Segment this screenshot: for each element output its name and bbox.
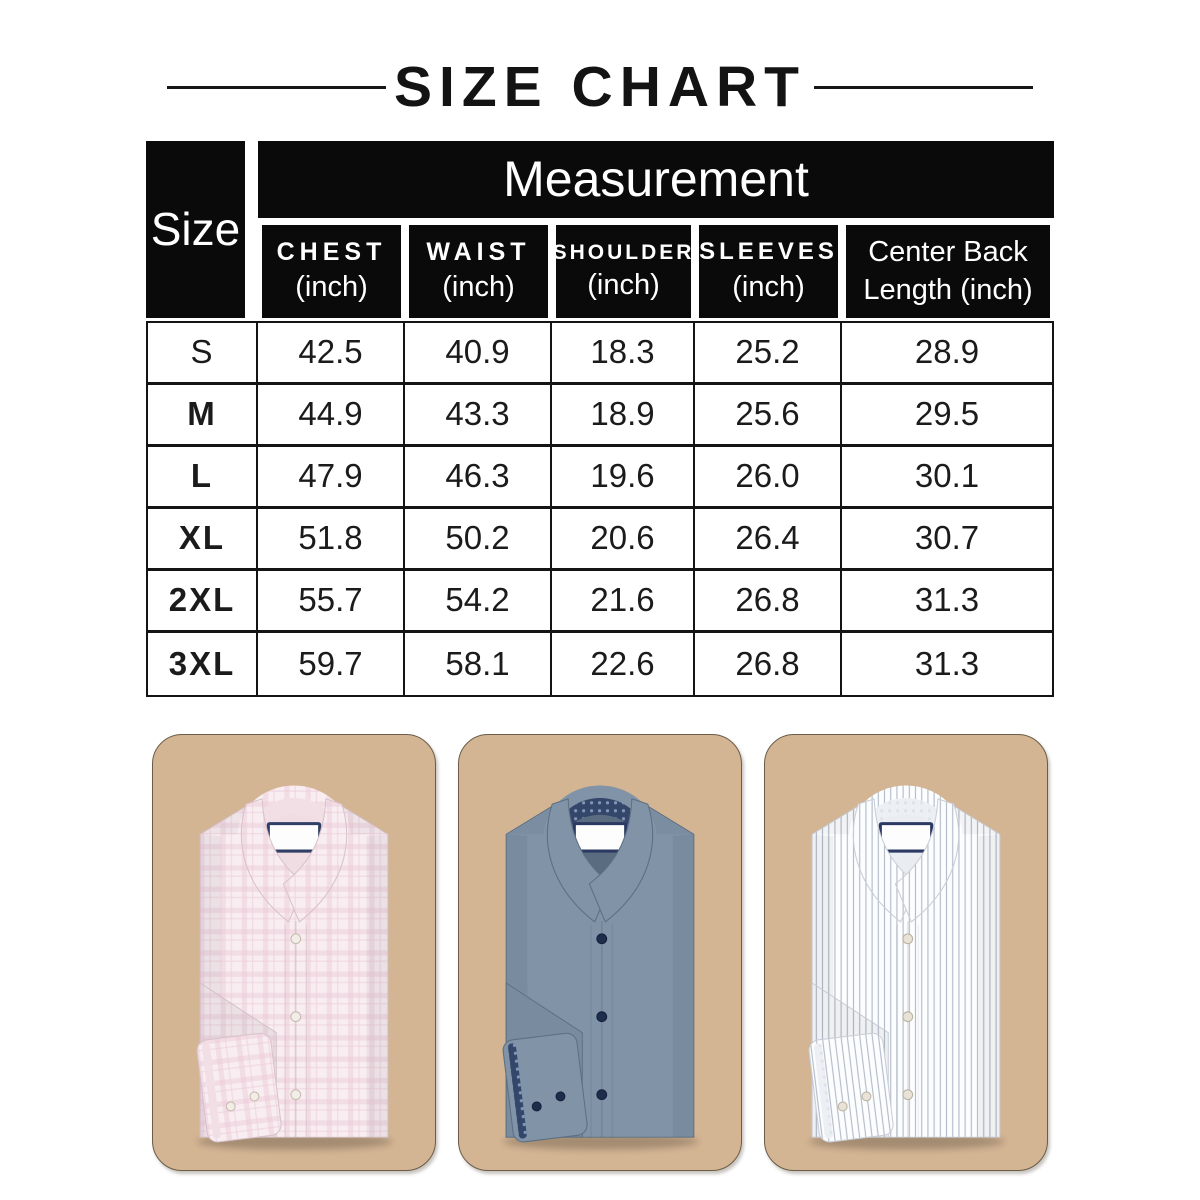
table-header: Size Measurement CHEST (inch) WAIST (inch) S… bbox=[146, 140, 1054, 318]
cell-m-chest: 44.9 bbox=[258, 384, 405, 447]
product-card-white-stripe-shirt bbox=[764, 733, 1048, 1171]
column-label: SHOULDER bbox=[552, 240, 695, 264]
column-sublabel: (inch) bbox=[587, 269, 660, 302]
table-body: S 42.5 40.9 18.3 25.2 28.9 M 44.9 43.3 18.9 25.6 29… bbox=[146, 320, 1054, 697]
column-header-center-back: Center Back Length (inch) bbox=[846, 224, 1050, 318]
cell-3xl-chest: 59.7 bbox=[258, 632, 405, 695]
row-size-s: S bbox=[148, 322, 258, 385]
cell-2xl-shoulder: 21.6 bbox=[552, 570, 695, 633]
product-card-blue-shirt bbox=[458, 733, 742, 1171]
cell-xl-waist: 50.2 bbox=[405, 508, 552, 571]
cell-xl-shoulder: 20.6 bbox=[552, 508, 695, 571]
column-sublabel: (inch) bbox=[732, 270, 805, 303]
cell-m-waist: 43.3 bbox=[405, 384, 552, 447]
column-sublabel: Length (inch) bbox=[863, 273, 1033, 306]
cell-s-center-back: 28.9 bbox=[842, 323, 1052, 385]
column-header-shoulder: SHOULDER (inch) bbox=[553, 224, 691, 318]
cell-s-shoulder: 18.3 bbox=[552, 322, 695, 385]
column-header-chest: CHEST (inch) bbox=[262, 224, 401, 318]
shirt-photo bbox=[476, 751, 724, 1158]
column-sublabel: (inch) bbox=[295, 271, 368, 304]
shirt-photo bbox=[782, 751, 1030, 1158]
cell-2xl-waist: 54.2 bbox=[405, 570, 552, 633]
cell-xl-sleeves: 26.4 bbox=[695, 508, 842, 571]
row-size-2xl: 2XL bbox=[148, 570, 258, 633]
cell-xl-center-back: 30.7 bbox=[842, 509, 1052, 571]
row-size-3xl: 3XL bbox=[148, 632, 258, 695]
size-table: Size Measurement CHEST (inch) WAIST (inch) S… bbox=[146, 140, 1054, 697]
cell-3xl-shoulder: 22.6 bbox=[552, 632, 695, 695]
cell-xl-chest: 51.8 bbox=[258, 508, 405, 571]
column-sublabel: (inch) bbox=[442, 271, 515, 304]
page-title: SIZE CHART bbox=[394, 55, 806, 119]
column-label: Center Back bbox=[868, 236, 1028, 269]
row-size-m: M bbox=[148, 384, 258, 447]
title-rule-left bbox=[167, 86, 386, 90]
shirt-photo bbox=[170, 751, 418, 1158]
cell-l-center-back: 30.1 bbox=[842, 447, 1052, 509]
cell-l-waist: 46.3 bbox=[405, 446, 552, 509]
measurement-group-header: Measurement bbox=[258, 140, 1054, 218]
cell-s-waist: 40.9 bbox=[405, 322, 552, 385]
cell-2xl-sleeves: 26.8 bbox=[695, 570, 842, 633]
column-header-sleeves: SLEEVES (inch) bbox=[699, 224, 838, 318]
cell-l-shoulder: 19.6 bbox=[552, 446, 695, 509]
cell-2xl-center-back: 31.3 bbox=[842, 571, 1052, 633]
column-label: WAIST bbox=[426, 238, 531, 267]
cell-3xl-waist: 58.1 bbox=[405, 632, 552, 695]
cell-s-chest: 42.5 bbox=[258, 322, 405, 385]
cell-l-chest: 47.9 bbox=[258, 446, 405, 509]
column-header-waist: WAIST (inch) bbox=[409, 224, 548, 318]
row-size-xl: XL bbox=[148, 508, 258, 571]
cell-3xl-sleeves: 26.8 bbox=[695, 632, 842, 695]
product-gallery bbox=[152, 733, 1048, 1171]
cell-l-sleeves: 26.0 bbox=[695, 446, 842, 509]
row-size-l: L bbox=[148, 446, 258, 509]
product-card-pink-check-shirt bbox=[152, 733, 436, 1171]
cell-m-center-back: 29.5 bbox=[842, 385, 1052, 447]
cell-s-sleeves: 25.2 bbox=[695, 322, 842, 385]
column-label: SLEEVES bbox=[699, 238, 838, 266]
title-rule-right bbox=[814, 86, 1033, 90]
size-column-header: Size bbox=[146, 140, 245, 318]
cell-3xl-center-back: 31.3 bbox=[914, 644, 980, 682]
cell-m-sleeves: 25.6 bbox=[695, 384, 842, 447]
cell-2xl-chest: 55.7 bbox=[258, 570, 405, 633]
cell-m-shoulder: 18.9 bbox=[552, 384, 695, 447]
column-label: CHEST bbox=[276, 238, 387, 267]
page-header: SIZE CHART bbox=[167, 55, 1033, 120]
